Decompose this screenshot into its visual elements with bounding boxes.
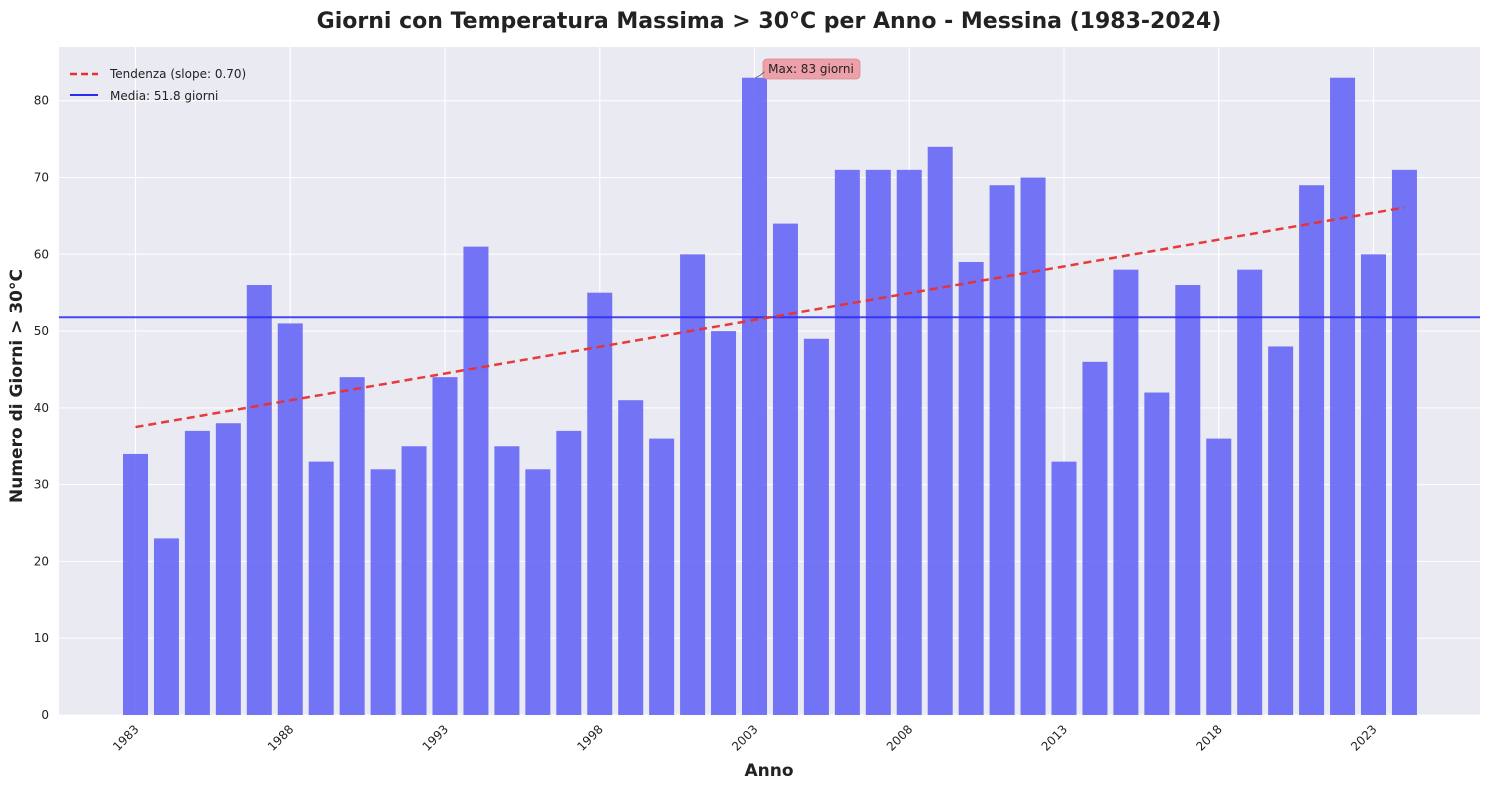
bar-2010: [958, 261, 984, 715]
annotation-box: [762, 58, 861, 80]
bar-2007: [865, 169, 891, 715]
x-tick-label: 2003: [729, 722, 760, 753]
bar-2002: [711, 331, 737, 715]
x-tick-label: 2018: [1193, 722, 1224, 753]
reference-lines: [59, 206, 1480, 429]
bar-2001: [680, 254, 706, 715]
bar-2003: [742, 77, 767, 715]
bar-2022: [1330, 77, 1356, 715]
x-tick-label: 1993: [420, 722, 451, 753]
y-tick-label: 80: [34, 94, 49, 108]
y-tick-label: 60: [34, 247, 49, 261]
bar-2009: [927, 146, 953, 715]
annotation-label: Max: 83 giorni: [768, 62, 854, 76]
bar-2000: [649, 438, 675, 715]
bar-1986: [215, 423, 241, 715]
bar-1997: [556, 430, 582, 715]
bar-1999: [618, 400, 644, 715]
trend-line: [135, 206, 1405, 429]
bar-2013: [1051, 461, 1077, 715]
y-axis-ticks: 0 10 20 30 40 50 60 70 80: [34, 94, 49, 722]
bar-1989: [308, 461, 334, 715]
x-tick-label: 1988: [265, 722, 296, 753]
y-tick-label: 10: [34, 631, 49, 645]
y-tick-label: 40: [34, 401, 49, 415]
x-tick-label: 1998: [574, 722, 605, 753]
bar-1991: [370, 469, 396, 715]
bar-2023: [1361, 254, 1386, 715]
y-tick-label: 0: [41, 708, 49, 722]
x-axis-title: Anno: [744, 761, 793, 781]
bar-1985: [184, 430, 210, 715]
bar-2019: [1237, 269, 1263, 715]
bar-1996: [525, 469, 551, 715]
legend: Tendenza (slope: 0.70) Media: 51.8 giorn…: [70, 67, 246, 103]
bar-2014: [1082, 361, 1108, 715]
bar-1990: [339, 377, 365, 715]
y-tick-label: 70: [34, 171, 49, 185]
max-annotation: Max: 83 giorni: [755, 58, 861, 80]
chart-title: Giorni con Temperatura Massima > 30°C pe…: [317, 9, 1222, 34]
bar-2008: [896, 169, 922, 715]
bar-2004: [772, 223, 798, 715]
y-tick-label: 20: [34, 554, 49, 568]
bar-2012: [1020, 177, 1046, 715]
legend-trend-label: Tendenza (slope: 0.70): [109, 67, 246, 81]
bar-1994: [463, 246, 489, 715]
bars: [123, 77, 1417, 715]
x-tick-label: 1983: [110, 722, 141, 753]
y-axis-title: Numero di Giorni > 30°C: [7, 269, 27, 503]
bar-1983: [123, 453, 148, 715]
bar-2005: [803, 338, 829, 715]
bar-1995: [494, 446, 520, 715]
bar-1984: [153, 538, 179, 715]
bar-1992: [401, 446, 427, 715]
bar-2017: [1175, 285, 1201, 715]
bar-2015: [1113, 269, 1139, 715]
x-tick-label: 2023: [1348, 722, 1379, 753]
y-tick-label: 50: [34, 324, 49, 338]
legend-mean-label: Media: 51.8 giorni: [110, 89, 218, 103]
x-tick-label: 2008: [884, 722, 915, 753]
bar-2016: [1144, 392, 1170, 715]
plot-area: [59, 47, 1480, 715]
bar-2021: [1299, 185, 1325, 715]
x-tick-label: 2013: [1039, 722, 1070, 753]
annotation-arrow: [755, 71, 765, 79]
bar-1987: [246, 285, 272, 715]
bar-2024: [1391, 169, 1417, 715]
bar-2018: [1206, 438, 1232, 715]
bar-1988: [277, 323, 303, 715]
y-tick-label: 30: [34, 478, 49, 492]
bar-2020: [1268, 346, 1294, 715]
bar-2011: [989, 185, 1015, 715]
bar-1998: [587, 292, 613, 715]
x-axis-ticks: 1983 1988 1993 1998 2003 2008 2013 2018 2023: [110, 722, 1379, 753]
bar-2006: [834, 169, 860, 715]
bar-1993: [432, 377, 458, 715]
